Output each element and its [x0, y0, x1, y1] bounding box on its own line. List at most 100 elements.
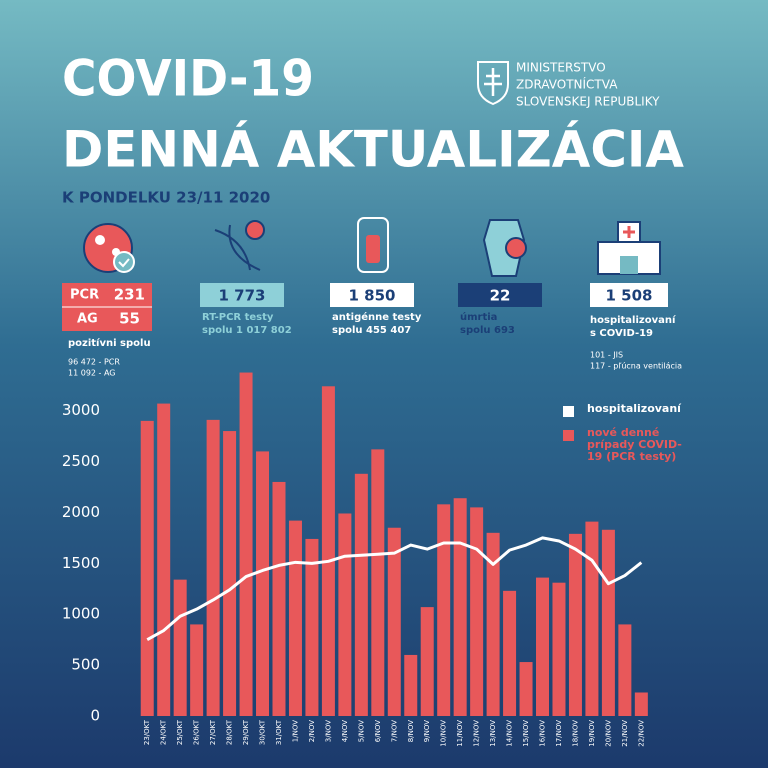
stat-note: 11 092 - AG: [68, 369, 116, 378]
stat-value: 1 773: [219, 287, 266, 305]
stat-caption: hospitalizovaní: [590, 314, 676, 326]
stat-caption: spolu 1 017 802: [202, 325, 292, 336]
stat-caption: s COVID-19: [590, 328, 653, 339]
stat-value: 231: [114, 286, 145, 304]
x-tick-label: 13/NOV: [489, 720, 497, 747]
test-icon: [357, 217, 389, 273]
x-tick-label: 19/NOV: [588, 720, 596, 747]
bar: [486, 532, 500, 716]
bar: [536, 577, 550, 716]
bar: [305, 538, 319, 716]
stat-label: PCR: [70, 288, 99, 303]
x-tick-label: 17/NOV: [555, 720, 563, 747]
x-tick-label: 2/NOV: [308, 720, 316, 742]
bar: [173, 579, 187, 716]
bar: [338, 513, 352, 716]
bar: [568, 533, 582, 716]
stat-label: AG: [77, 312, 98, 327]
x-tick-label: 3/NOV: [324, 720, 332, 742]
bar: [618, 624, 632, 716]
y-tick-label: 1500: [62, 554, 100, 572]
ministry: SLOVENSKEJ REPUBLIKY: [516, 95, 660, 109]
bar: [140, 420, 154, 716]
title: COVID-19: [62, 50, 314, 108]
x-tick-label: 4/NOV: [341, 720, 349, 742]
x-tick-label: 22/NOV: [637, 720, 645, 747]
stat-caption: antigénne testy: [332, 311, 422, 323]
ministry-logo: [477, 61, 509, 106]
stat-caption: spolu 455 407: [332, 325, 411, 336]
x-tick-label: 5/NOV: [357, 720, 365, 742]
y-tick-label: 1000: [62, 605, 100, 623]
chart: 0 500 1000 1500 2000 2500 3000 23/OKT 24/OKT 25/O…: [62, 372, 682, 747]
stat-value: 55: [119, 310, 140, 328]
ministry: ZDRAVOTNÍCTVA: [516, 77, 618, 92]
coffin-icon: [482, 219, 527, 277]
x-tick-label: 28/OKT: [226, 719, 234, 745]
x-tick-label: 12/NOV: [473, 720, 481, 747]
stat-value: 1 508: [606, 287, 653, 305]
legend-entry: nové denné prípady COVID-19 (PCR testy): [587, 427, 682, 463]
x-tick-label: 27/OKT: [209, 719, 217, 745]
bar: [354, 473, 368, 716]
stat-value: 22: [490, 287, 511, 305]
y-tick-label: 3000: [62, 401, 100, 419]
y-tick-label: 2500: [62, 452, 100, 470]
x-tick-label: 1/NOV: [291, 720, 299, 742]
bar: [387, 527, 401, 716]
x-tick-label: 9/NOV: [423, 720, 431, 742]
dna-icon: [214, 220, 265, 271]
bar: [519, 662, 533, 716]
ministry: MINISTERSTVO: [516, 61, 606, 75]
bar: [552, 582, 566, 716]
stat-caption: úmrtia: [460, 311, 497, 323]
hospital-icon: [597, 221, 661, 275]
y-tick-label: 500: [71, 656, 100, 674]
x-tick-label: 10/NOV: [440, 720, 448, 747]
bar: [256, 451, 270, 716]
x-tick-label: 11/NOV: [456, 720, 464, 747]
stat-note: 117 - pľúcna ventilácia: [590, 362, 682, 371]
bar: [190, 624, 204, 716]
x-tick-label: 14/NOV: [506, 720, 514, 747]
stat-box: [458, 283, 542, 307]
stat-caption: RT-PCR testy: [202, 312, 274, 323]
stat-caption: pozitívni spolu: [68, 337, 151, 349]
legend-label: hospitalizovaní: [587, 403, 681, 415]
bar: [503, 590, 517, 716]
bar: [634, 692, 648, 716]
stat-box: [590, 283, 668, 307]
x-tick-label: 20/NOV: [604, 720, 612, 747]
bar: [585, 521, 599, 716]
legend-swatch: [563, 406, 574, 417]
bar: [371, 449, 385, 716]
x-tick-label: 6/NOV: [374, 720, 382, 742]
x-tick-label: 7/NOV: [390, 720, 398, 742]
stat-box: [330, 283, 414, 307]
x-tick-label: 21/NOV: [621, 720, 629, 747]
bar: [206, 419, 220, 716]
bar: [288, 520, 302, 716]
title: DENNÁ AKTUALIZÁCIA: [62, 120, 684, 179]
x-tick-label: 31/OKT: [275, 719, 283, 745]
x-tick-label: 25/OKT: [176, 719, 184, 745]
bar: [321, 386, 335, 716]
bar: [404, 654, 418, 716]
line: [146, 536, 643, 641]
legend-entry: hospitalizovaní: [587, 403, 681, 415]
bar: [239, 372, 253, 716]
x-tick-label: 24/OKT: [160, 719, 168, 745]
bar: [601, 529, 615, 716]
x-tick-label: 30/OKT: [259, 719, 267, 745]
stat-note: 96 472 - PCR: [68, 358, 120, 367]
y-tick-label: 2000: [62, 503, 100, 521]
stat-note: 101 - JIS: [590, 351, 623, 360]
x-tick-label: 23/OKT: [143, 719, 151, 745]
x-tick-label: 18/NOV: [571, 720, 579, 747]
x-tick-label: 8/NOV: [407, 720, 415, 742]
x-tick-label: 16/NOV: [539, 720, 547, 747]
bar: [437, 504, 451, 716]
x-tick-label: 29/OKT: [242, 719, 250, 745]
bar: [420, 607, 434, 716]
